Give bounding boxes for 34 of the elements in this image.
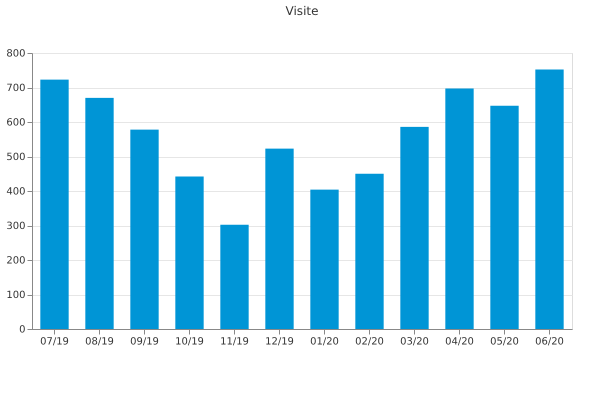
x-tick-label: 04/20	[445, 336, 474, 348]
y-tick-label: 500	[6, 152, 26, 163]
y-tick-label: 100	[6, 290, 26, 301]
x-tick-label: 07/19	[40, 336, 69, 348]
bar	[490, 106, 519, 329]
y-tick-label: 0	[19, 324, 26, 336]
x-tick-label: 01/20	[310, 336, 339, 348]
y-tick-label: 400	[6, 186, 26, 198]
bar	[445, 88, 474, 329]
y-tick-label: 800	[6, 48, 26, 60]
bar	[535, 70, 564, 329]
bar	[310, 190, 339, 329]
x-tick-label: 03/20	[400, 336, 429, 348]
y-tick-label: 200	[6, 256, 26, 266]
x-tick-label: 05/20	[490, 336, 519, 348]
x-tick-label: 10/19	[175, 336, 204, 348]
y-tick-label: 300	[6, 221, 26, 232]
y-tick-label: 600	[6, 118, 26, 128]
x-tick-label: 06/20	[535, 336, 564, 348]
x-tick-label: 11/19	[220, 336, 249, 348]
chart-title: Visite	[286, 4, 318, 18]
y-tick-label: 700	[6, 83, 26, 94]
x-tick-label: 08/19	[85, 336, 114, 348]
bar	[85, 98, 114, 329]
x-tick-label: 09/19	[130, 336, 159, 348]
bar	[400, 126, 429, 329]
bar	[265, 148, 294, 329]
bar	[130, 130, 159, 329]
bar	[355, 174, 384, 329]
x-tick-label: 02/20	[355, 336, 384, 348]
x-tick-label: 12/19	[265, 336, 294, 348]
bar	[220, 224, 249, 329]
bar	[175, 176, 204, 329]
bar	[40, 80, 69, 329]
